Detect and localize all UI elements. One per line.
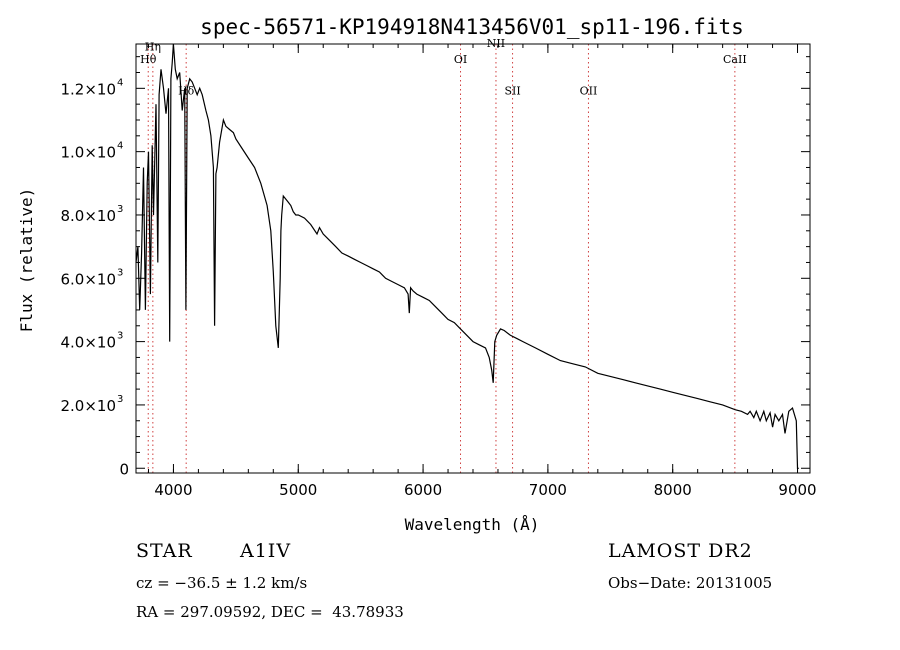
spectral-line-label: SII	[504, 85, 520, 98]
y-axis-label: Flux (relative)	[17, 188, 36, 333]
y-tick-label: 1.2×10	[60, 80, 116, 98]
y-tick-label: 6.0×10	[60, 270, 116, 288]
spectral-line-label: Hθ	[140, 53, 157, 66]
spectrum-line	[135, 43, 799, 469]
x-tick-label: 5000	[279, 481, 317, 499]
spectral-line-label: OII	[580, 85, 598, 98]
y-tick-exponent: 3	[117, 394, 123, 405]
x-tick-label: 8000	[654, 481, 692, 499]
observation-date: Obs−Date: 20131005	[608, 574, 773, 592]
y-tick-exponent: 3	[117, 204, 123, 215]
spectral-line-label: Hη	[145, 40, 161, 53]
spectral-line-label: OI	[454, 53, 467, 66]
object-subclass: A1IV	[240, 540, 292, 562]
y-tick-label: 4.0×10	[60, 334, 116, 352]
y-tick-exponent: 4	[117, 77, 123, 88]
x-tick-label: 4000	[154, 481, 192, 499]
y-axis: 02.0×10 34.0×10 36.0×10 38.0×10 31.0×10 41.2×…	[60, 56, 810, 478]
x-axis-label: Wavelength (Å)	[405, 515, 540, 534]
y-tick-label: 0	[119, 460, 129, 478]
coordinates: RA = 297.09592, DEC = 43.78933	[136, 603, 404, 621]
y-tick-label: 2.0×10	[60, 397, 116, 415]
redshift-velocity: cz = −36.5 ± 1.2 km/s	[136, 574, 308, 592]
chart-title: spec-56571-KP194918N413456V01_sp11-196.f…	[200, 15, 744, 39]
object-type: STAR	[136, 540, 193, 562]
x-tick-label: 7000	[529, 481, 567, 499]
y-tick-exponent: 3	[117, 267, 123, 278]
spectral-line-label: Hδ	[178, 85, 195, 98]
plot-frame	[135, 43, 811, 474]
survey-name: LAMOST DR2	[608, 540, 753, 562]
y-tick-label: 8.0×10	[60, 207, 116, 225]
y-tick-exponent: 3	[117, 331, 123, 342]
x-axis: 4000 5000 6000 7000 8000 9000	[147, 44, 817, 499]
spectral-line-label: CaII	[723, 53, 747, 66]
x-tick-label: 6000	[404, 481, 442, 499]
y-tick-label: 1.0×10	[60, 144, 116, 162]
y-tick-exponent: 4	[117, 141, 123, 152]
x-tick-label: 9000	[778, 481, 816, 499]
